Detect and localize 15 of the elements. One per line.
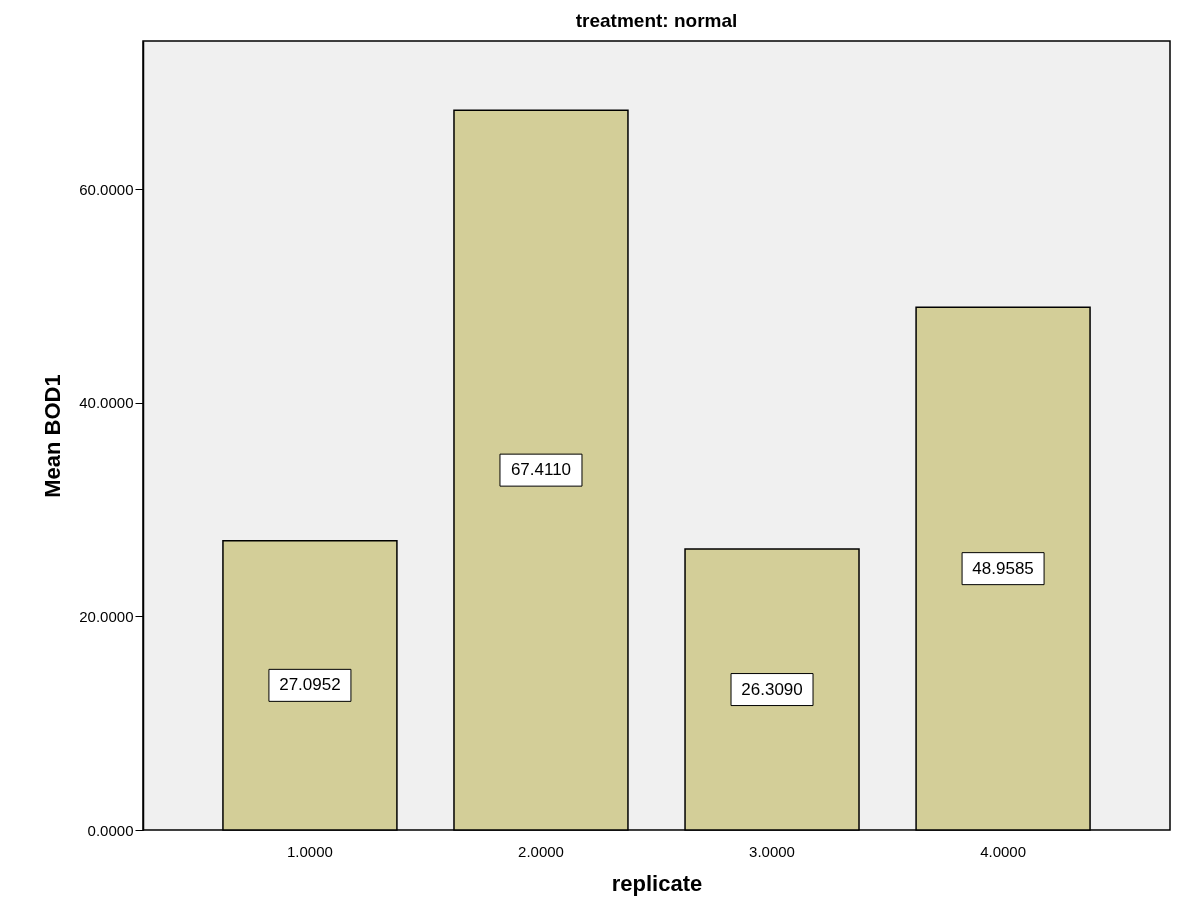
y-tick-label: 60.0000 xyxy=(79,180,134,198)
x-axis-title: replicate xyxy=(611,870,703,896)
data-label: 27.0952 xyxy=(279,675,341,695)
data-label: 48.9585 xyxy=(972,558,1034,578)
x-tick-label: 2.0000 xyxy=(518,842,564,860)
x-tick-label: 4.0000 xyxy=(980,842,1027,860)
y-axis-title: Mean BOD1 xyxy=(40,374,66,498)
x-tick-label: 3.0000 xyxy=(749,842,795,860)
chart-title: treatment: normal xyxy=(575,10,738,31)
y-tick-label: 0.0000 xyxy=(87,821,134,839)
data-label: 26.3090 xyxy=(741,679,803,699)
x-tick-label: 1.0000 xyxy=(286,842,333,860)
y-tick-label: 40.0000 xyxy=(79,394,134,412)
data-label: 67.4110 xyxy=(510,460,572,480)
y-tick-label: 20.0000 xyxy=(79,607,134,625)
